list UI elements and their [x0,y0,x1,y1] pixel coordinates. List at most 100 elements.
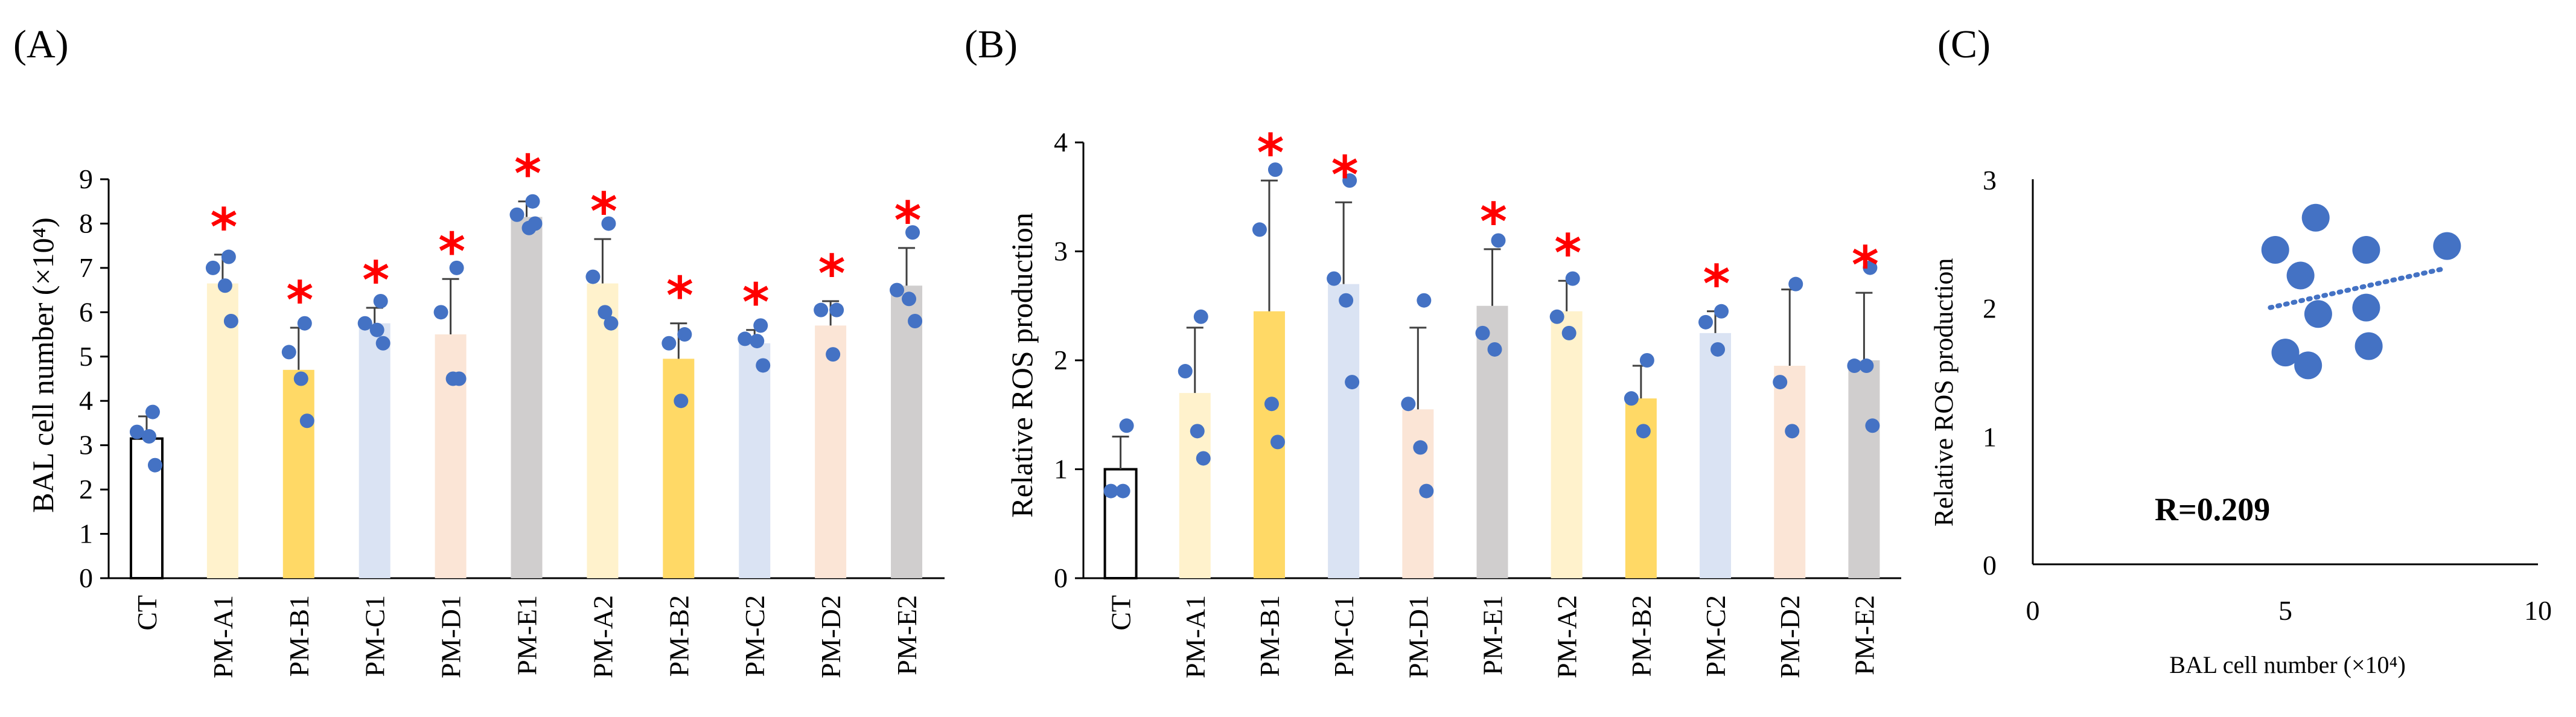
chart-a-category-label: PM-C1 [360,595,391,677]
chart-b-data-point [1193,309,1208,324]
chart-b-category-label: PM-D2 [1774,595,1805,678]
chart-b-data-point [1865,418,1880,433]
chart-b-data-point [1178,364,1193,379]
chart-b-y-tick-label: 3 [1054,236,1068,267]
chart-a-bar [282,369,314,578]
chart-b-category-label: PM-B1 [1254,595,1285,677]
chart-a-category-label: PM-A2 [587,595,618,678]
chart-a-bar [891,285,923,578]
chart-c-trendline [2268,266,2444,310]
chart-a-data-point [375,336,391,351]
chart-a-bar [206,283,238,578]
chart-a-data-point [598,305,613,320]
chart-a-bar [511,217,543,579]
chart-a-data-point [738,331,753,346]
chart-c-data-point [2304,300,2332,328]
chart-b-y-tick-label: 1 [1054,454,1068,485]
chart-a-significance-star: * [742,273,770,333]
chart-a-category-label: PM-B1 [284,595,314,677]
chart-b-bar [1551,311,1583,578]
chart-b-significance-star: * [1554,223,1581,284]
chart-a-data-point [141,429,156,444]
chart-a-bar [663,358,695,578]
chart-b-data-point [1847,358,1862,374]
chart-b-data-point [1115,483,1130,499]
chart-b-data-point [1327,271,1342,286]
chart-b-data-point [1636,424,1651,439]
chart-a-y-tick-label: 6 [79,296,93,327]
chart-a-data-point [221,249,236,264]
chart-c-data-point [2352,235,2380,264]
chart-b-data-point [1267,162,1283,177]
chart-b-data-point [1863,260,1878,275]
chart-a-data-point [677,327,692,342]
panel-label-c: (C) [1937,22,1991,66]
chart-a-data-point [601,216,616,231]
chart-b-data-point [1339,293,1354,308]
chart-b-data-point [1401,397,1416,412]
chart-a-data-point [281,345,296,360]
chart-a-data-point [525,194,540,209]
chart-c-correlation-annotation: R=0.209 [2155,491,2270,527]
chart-b-data-point [1491,233,1506,248]
chart-b-significance-star: * [1703,254,1730,314]
chart-a-data-point [826,347,841,362]
chart-a-category-label: PM-D1 [436,595,467,678]
chart-b-data-point [1264,397,1279,412]
chart-a-data-point [205,260,220,275]
chart-a-data-point [145,404,160,419]
chart-a-significance-star: * [590,182,617,242]
chart-a-category-label: PM-E2 [891,595,922,675]
chart-b-relative-ros: Relative ROS production 0 1 2 3 4 CT PM-A1 * PM-… [1005,123,1901,678]
chart-b-y-tick-label: 2 [1054,345,1068,375]
chart-a-data-point [357,316,372,331]
chart-b-data-point [1196,451,1211,466]
chart-c-data-point [2261,235,2289,264]
chart-c-data-point [2294,351,2323,380]
chart-b-bar [1179,393,1211,578]
chart-a-data-point [369,322,384,337]
chart-b-data-point [1714,304,1729,319]
chart-a-significance-star: * [438,221,465,282]
chart-b-significance-star: * [1257,123,1284,183]
chart-a-y-tick-label: 9 [79,164,93,194]
chart-a-data-point [297,316,312,331]
chart-c-y-tick-label: 1 [1983,421,1997,452]
chart-b-data-point [1119,418,1134,433]
chart-a-data-point [585,269,601,284]
chart-b-data-point [1342,173,1357,188]
chart-a-data-point [674,394,689,409]
chart-b-category-label: CT [1106,595,1137,631]
chart-a-data-point [129,424,144,439]
chart-b-data-point [1565,271,1580,286]
chart-a-data-point [373,293,388,308]
chart-a-data-point [449,260,464,275]
chart-a-data-point [433,305,448,320]
chart-b-data-point [1710,342,1726,357]
chart-b-data-point [1639,353,1654,368]
chart-b-data-point [1549,309,1564,324]
chart-b-category-label: PM-E2 [1849,595,1879,675]
chart-a-bar [435,334,467,578]
chart-a-significance-star: * [894,191,922,251]
chart-a-y-axis-label: BAL cell number (×10⁴) [26,217,60,512]
chart-b-bar [1774,366,1806,578]
chart-c-y-tick-label: 3 [1983,165,1997,196]
chart-a-significance-star: * [210,197,237,258]
chart-a-significance-star: * [286,270,313,331]
chart-b-significance-star: * [1331,145,1359,205]
chart-a-data-point [662,336,677,351]
chart-a-y-tick-label: 4 [79,385,93,416]
chart-a-data-point [217,278,232,293]
chart-c-data-point [2352,293,2380,322]
chart-a-y-tick-label: 1 [79,518,93,549]
chart-a-bar [739,343,771,578]
chart-a-data-point [299,413,314,429]
chart-a-data-point [528,216,543,231]
chart-b-category-label: PM-A1 [1180,595,1211,678]
chart-c-data-point [2354,332,2383,360]
chart-a-data-point [604,316,619,331]
chart-a-y-tick-label: 8 [79,208,93,238]
chart-b-data-point [1270,435,1285,450]
